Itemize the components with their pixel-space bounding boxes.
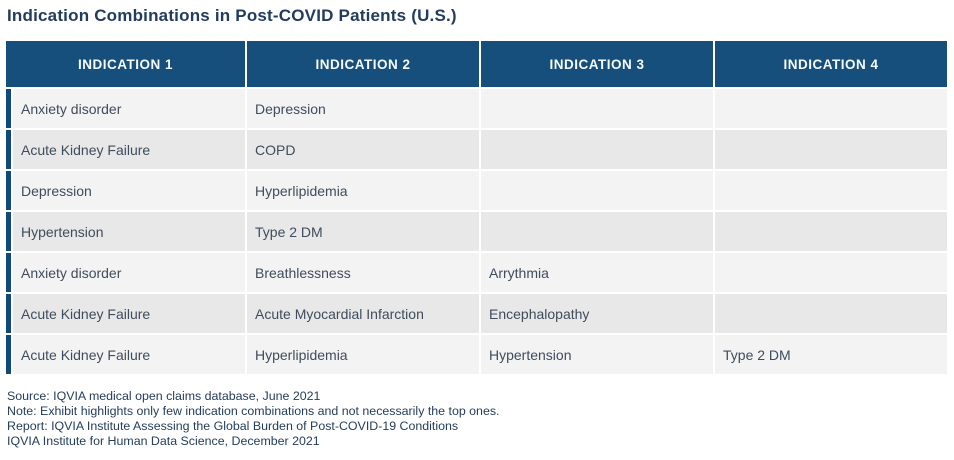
- row-accent-strip: [6, 89, 11, 128]
- table-cell: Arrythmia: [481, 253, 713, 292]
- table-cell: [715, 294, 947, 333]
- table-cell: [715, 253, 947, 292]
- table-cell: Anxiety disorder: [13, 89, 245, 128]
- column-header-indication-1: INDICATION 1: [6, 41, 245, 87]
- table-cell: [715, 130, 947, 169]
- table-cell: Breathlessness: [247, 253, 479, 292]
- table-cell: Anxiety disorder: [13, 253, 245, 292]
- source-note-line: IQVIA Institute for Human Data Science, …: [7, 434, 320, 448]
- table-cell: Hyperlipidemia: [247, 171, 479, 210]
- table-cell: Depression: [247, 89, 479, 128]
- table-cell: Hypertension: [481, 335, 713, 374]
- row-accent-strip: [6, 335, 11, 374]
- table-cell: Acute Kidney Failure: [13, 130, 245, 169]
- row-accent-strip: [6, 294, 11, 333]
- table-cell: Acute Kidney Failure: [13, 335, 245, 374]
- page-title: Indication Combinations in Post-COVID Pa…: [7, 6, 457, 25]
- table-cell: Hypertension: [13, 212, 245, 251]
- column-header-indication-4: INDICATION 4: [715, 41, 947, 87]
- table-cell: Hyperlipidemia: [247, 335, 479, 374]
- table-cell: [481, 89, 713, 128]
- table-cell: [481, 171, 713, 210]
- table-cell: [481, 130, 713, 169]
- table-cell: Depression: [13, 171, 245, 210]
- table-cell: Acute Myocardial Infarction: [247, 294, 479, 333]
- table-cell: Acute Kidney Failure: [13, 294, 245, 333]
- source-note-line: Report: IQVIA Institute Assessing the Gl…: [7, 419, 459, 433]
- table-cell: [715, 171, 947, 210]
- table-cell: Type 2 DM: [715, 335, 947, 374]
- table-cell: Type 2 DM: [247, 212, 479, 251]
- source-note-line: Source: IQVIA medical open claims databa…: [7, 389, 321, 403]
- column-header-indication-2: INDICATION 2: [247, 41, 479, 87]
- table-cell: [715, 212, 947, 251]
- source-notes: Source: IQVIA medical open claims databa…: [7, 389, 948, 449]
- row-accent-strip: [6, 212, 11, 251]
- row-accent-strip: [6, 171, 11, 210]
- row-accent-strip: [6, 253, 11, 292]
- table-cell: COPD: [247, 130, 479, 169]
- table-cell: [481, 212, 713, 251]
- indication-combinations-table: INDICATION 1 INDICATION 2 INDICATION 3 INDI…: [6, 41, 947, 374]
- column-header-indication-3: INDICATION 3: [481, 41, 713, 87]
- table-cell: [715, 89, 947, 128]
- source-note-line: Note: Exhibit highlights only few indica…: [7, 404, 500, 418]
- row-accent-strip: [6, 130, 11, 169]
- table-cell: Encephalopathy: [481, 294, 713, 333]
